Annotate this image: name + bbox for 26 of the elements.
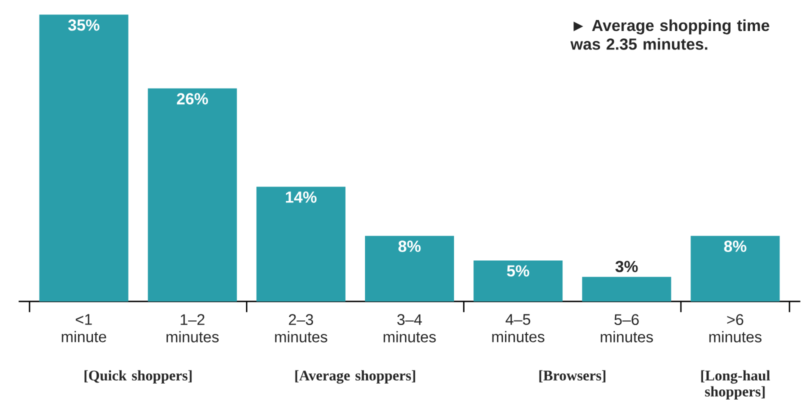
x-tick-label: 5–6 minutes — [600, 314, 653, 342]
data-label: 8% — [398, 240, 421, 252]
annotation: ► Average shopping time was 2.35 minutes. — [570, 19, 770, 50]
x-tick-label: 3–4 minutes — [384, 314, 436, 342]
text: [Quick shoppers] — [84, 370, 192, 384]
bar — [39, 14, 128, 302]
data-label: 26% — [176, 93, 208, 104]
data-label: 35% — [68, 19, 100, 31]
text: [Browsers] — [539, 370, 606, 382]
bar — [256, 186, 346, 302]
x-tick-label: 2–3 minutes — [275, 314, 328, 342]
x-tick-label: 1–2 minutes — [166, 314, 219, 342]
data-label: 3% — [615, 260, 638, 272]
x-tick-label: <1 minute — [62, 314, 106, 342]
text: [Long-haul shoppers] — [701, 370, 770, 400]
x-tick-label: 4–5 minutes — [492, 314, 544, 342]
data-label: 8% — [724, 240, 746, 252]
bar — [365, 236, 454, 302]
data-label: 14% — [286, 191, 317, 203]
bar — [690, 236, 780, 302]
text: [Average shoppers] — [295, 370, 416, 384]
bar — [474, 260, 563, 302]
data-label: 5% — [507, 265, 530, 276]
x-tick-label: >6 minutes — [709, 314, 762, 342]
bar — [148, 88, 237, 302]
bar — [582, 276, 672, 302]
